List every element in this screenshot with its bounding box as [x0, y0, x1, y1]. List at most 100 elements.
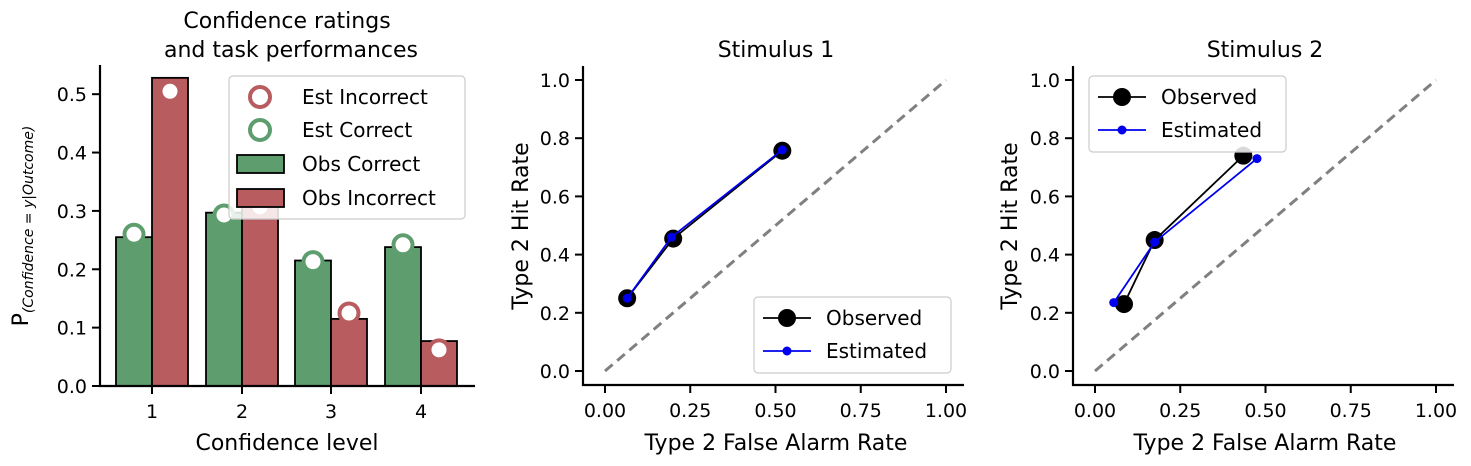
- panel3-chance-diagonal: [1094, 78, 1437, 373]
- point-estimated-3: [1252, 154, 1262, 164]
- panel-stimulus-2: Stimulus 2 Type 2 False Alarm Rate Type …: [998, 38, 1457, 456]
- panel2-axes: 0.0 0.2 0.4 0.6 0.8 1.0 0.00 0.25 0.50 0.75 1.00: [540, 66, 967, 422]
- marker-est-incorrect-1: [158, 79, 182, 103]
- point-estimated-1: [1109, 298, 1119, 308]
- panel1-x-axis-label: Confidence level: [195, 431, 378, 456]
- bar-obs-correct-1: [115, 236, 153, 387]
- series-line-observed: [1123, 155, 1244, 305]
- point-estimated-2: [1150, 237, 1160, 247]
- panel2-ytick-label: 0.0: [540, 361, 570, 383]
- legend-marker-observed: [1113, 88, 1131, 106]
- panel1-ytick-label: 0.5: [57, 84, 87, 106]
- panel1-y-axis-label: P(Confidence = y|Outcome): [9, 126, 37, 327]
- panel2-y-axis-label: Type 2 Hit Rate: [509, 142, 534, 310]
- panel1-ytick-label: 0.2: [57, 259, 87, 281]
- panel2-ytick-label: 0.2: [540, 303, 570, 325]
- panel1-axes: 0.0 0.1 0.2 0.3 0.4 0.5 1 2 3 4: [57, 65, 475, 423]
- series-line-estimated: [626, 149, 783, 299]
- panel2-ytick-label: 0.6: [540, 186, 570, 208]
- bar-obs-incorrect-1: [151, 76, 189, 387]
- panel3-legend-frame: [1088, 75, 1287, 153]
- legend-marker-estimated: [1117, 125, 1127, 135]
- legend-swatch-est-correct: [248, 118, 272, 142]
- panel2-xtick-label: 1.00: [925, 400, 967, 422]
- panel1-xtick-label: 4: [415, 401, 427, 423]
- panel2-title: Stimulus 1: [718, 38, 835, 63]
- panel3-xtick-label: 0.00: [1074, 400, 1116, 422]
- bar-obs-incorrect-3: [330, 317, 368, 387]
- panel2-xtick-label: 0.50: [754, 400, 796, 422]
- legend-swatch-est-incorrect: [248, 85, 272, 109]
- legend-swatch-obs-incorrect: [236, 188, 285, 208]
- panel2-ytick-label: 0.8: [540, 128, 570, 150]
- panel3-title: Stimulus 2: [1207, 38, 1324, 63]
- panel3-xtick-label: 1.00: [1415, 400, 1457, 422]
- panel3-ytick-label: 0.0: [1030, 361, 1060, 383]
- bar-obs-correct-4: [384, 246, 422, 387]
- panel3-y-axis-label: Type 2 Hit Rate: [998, 142, 1023, 310]
- panel1-ytick-label: 0.3: [57, 201, 87, 223]
- series-line-observed: [626, 150, 783, 299]
- panel3-xtick-label: 0.75: [1330, 400, 1372, 422]
- legend-label-estimated: Estimated: [826, 339, 927, 363]
- panel1-xtick-label: 1: [146, 401, 158, 423]
- panel3-ytick-label: 0.8: [1030, 128, 1060, 150]
- panel-confidence-ratings: Confidence ratings and task performances…: [9, 9, 475, 456]
- bar-obs-correct-2: [205, 211, 243, 387]
- panel3-xtick-label: 0.25: [1159, 400, 1201, 422]
- point-estimated-1: [622, 293, 632, 303]
- bar-obs-incorrect-2: [241, 205, 279, 387]
- panel1-ytick-label: 0.1: [57, 318, 87, 340]
- panel3-diagonal: [1094, 78, 1437, 373]
- panel2-chance-diagonal: [604, 78, 947, 373]
- panel3-ytick-label: 0.4: [1030, 245, 1060, 267]
- panel1-y-axis-label-main: P: [9, 313, 34, 326]
- point-observed-1: [1114, 295, 1133, 314]
- panel2-diagonal: [604, 78, 947, 373]
- panel1-legend: Est Incorrect Est Correct Obs Correct Obs I…: [228, 75, 466, 220]
- panel2-ytick-label: 0.4: [540, 245, 570, 267]
- panel-stimulus-1: Stimulus 1 Type 2 False Alarm Rate Type …: [509, 38, 967, 456]
- panel1-title-line2: and task performances: [164, 38, 418, 63]
- panel3-series: [1109, 146, 1262, 314]
- panel2-series: [618, 141, 792, 308]
- legend-swatch-obs-correct: [236, 154, 285, 174]
- panel2-xtick-label: 0.25: [669, 400, 711, 422]
- panel2-xtick-label: 0.00: [584, 400, 626, 422]
- panel1-xtick-label: 2: [236, 401, 248, 423]
- legend-marker-estimated: [782, 346, 792, 356]
- marker-est-correct-3: [301, 250, 325, 274]
- legend-label-observed: Observed: [826, 306, 922, 330]
- marker-est-correct-1: [122, 222, 146, 246]
- point-estimated-2: [666, 232, 676, 242]
- panel1-title-line1: Confidence ratings: [183, 9, 390, 34]
- legend-label-observed: Observed: [1161, 85, 1257, 109]
- bar-obs-correct-3: [294, 259, 332, 387]
- marker-est-correct-4: [391, 233, 415, 257]
- legend-label-obs-incorrect: Obs Incorrect: [302, 186, 436, 210]
- legend-label-est-correct: Est Correct: [302, 118, 412, 142]
- panel1-xtick-label: 3: [325, 401, 337, 423]
- panel1-ytick-label: 0.0: [57, 376, 87, 398]
- legend-label-est-incorrect: Est Incorrect: [302, 85, 428, 109]
- panel2-x-axis-label: Type 2 False Alarm Rate: [644, 431, 908, 456]
- panel3-ytick-label: 0.2: [1030, 303, 1060, 325]
- panel3-ytick-label: 1.0: [1030, 70, 1060, 92]
- point-estimated-3: [777, 145, 787, 155]
- panel2-ytick-label: 1.0: [540, 70, 570, 92]
- panel3-legend: Observed Estimated: [1088, 75, 1287, 153]
- marker-est-incorrect-3: [337, 301, 361, 325]
- legend-label-estimated: Estimated: [1161, 118, 1262, 142]
- panel2-xtick-label: 0.75: [840, 400, 882, 422]
- panel1-y-axis-label-sub: (Confidence = y|Outcome): [21, 126, 37, 313]
- panel2-legend: Observed Estimated: [753, 296, 952, 374]
- marker-est-incorrect-4: [427, 338, 451, 362]
- legend-marker-observed: [778, 309, 796, 327]
- legend-label-obs-correct: Obs Correct: [302, 152, 420, 176]
- panel1-ytick-label: 0.4: [57, 143, 87, 165]
- panel3-ytick-label: 0.6: [1030, 186, 1060, 208]
- panel3-axes: 0.0 0.2 0.4 0.6 0.8 1.0 0.00 0.25 0.50 0.75 1.00: [1030, 66, 1457, 422]
- panel3-x-axis-label: Type 2 False Alarm Rate: [1133, 431, 1397, 456]
- panel3-xtick-label: 0.50: [1244, 400, 1286, 422]
